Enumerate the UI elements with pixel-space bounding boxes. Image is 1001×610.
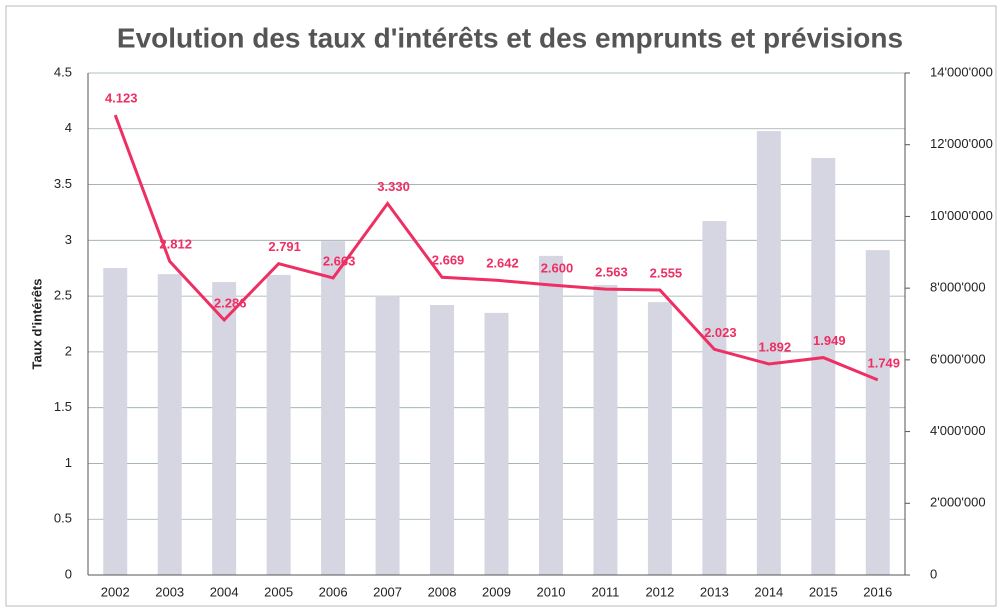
y2-tick-label: 14'000'000 [930,64,993,79]
x-tick-label: 2009 [482,584,511,599]
bar [647,302,672,575]
y-tick-label: 3.5 [54,176,72,191]
data-label: 3.330 [377,179,410,194]
bar [756,131,781,576]
y2-tick-label: 12'000'000 [930,136,993,151]
bar [103,268,128,575]
y2-tick-label: 10'000'000 [930,208,993,223]
x-tick-label: 2004 [210,584,239,599]
data-label: 2.663 [323,253,356,268]
x-tick-label: 2016 [863,584,892,599]
line [113,114,879,382]
data-label: 2.286 [214,295,247,310]
bar [375,296,400,575]
bar [266,274,291,575]
x-tick-label: 2012 [645,584,674,599]
data-label: 2.563 [595,265,628,280]
y-tick-label: 1 [65,455,72,470]
data-label: 1.892 [759,339,792,354]
y2-tick-label: 4'000'000 [930,423,986,438]
x-tick-label: 2003 [155,584,184,599]
y2-tick-label: 0 [930,566,937,581]
bar [538,255,563,575]
bar [321,241,346,576]
chart-frame [5,5,997,607]
x-tick-label: 2014 [754,584,783,599]
x-tick-label: 2007 [373,584,402,599]
y-tick-label: 2.5 [54,288,72,303]
bar [593,284,618,575]
data-label: 2.669 [432,253,465,268]
y-tick-label: 0 [65,566,72,581]
y-tick-label: 4 [65,120,72,135]
data-label: 1.949 [813,333,846,348]
y2-tick-label: 6'000'000 [930,351,986,366]
x-tick-label: 2011 [591,584,619,599]
x-tick-label: 2015 [809,584,838,599]
y2-tick-label: 8'000'000 [930,280,986,295]
x-tick-label: 2002 [101,584,130,599]
y-tick-label: 4.5 [54,64,72,79]
y-tick-label: 1.5 [54,399,72,414]
y-axis-label: Taux d'intérêts [29,279,44,370]
bar [811,157,836,575]
data-label: 2.555 [650,265,683,280]
x-tick-label: 2005 [264,584,293,599]
bar [865,250,890,576]
data-label: 2.023 [704,325,737,340]
data-label: 2.812 [159,237,192,252]
data-label: 2.600 [541,260,574,275]
data-label: 4.123 [105,90,138,105]
bar [157,274,182,575]
y2-tick-label: 2'000'000 [930,495,986,510]
data-label: 2.642 [486,256,519,271]
chart-title: Evolution des taux d'intérêts et des emp… [117,22,903,53]
bar [702,221,727,575]
y-tick-label: 2 [65,343,72,358]
bar [484,312,509,575]
data-label: 1.749 [867,355,900,370]
x-tick-label: 2010 [537,584,566,599]
x-tick-label: 2006 [319,584,348,599]
bar [430,304,455,575]
y-tick-label: 0.5 [54,511,72,526]
x-tick-label: 2013 [700,584,729,599]
data-label: 2.791 [268,239,301,254]
x-tick-label: 2008 [428,584,457,599]
bar [212,282,237,575]
y-tick-label: 3 [65,232,72,247]
